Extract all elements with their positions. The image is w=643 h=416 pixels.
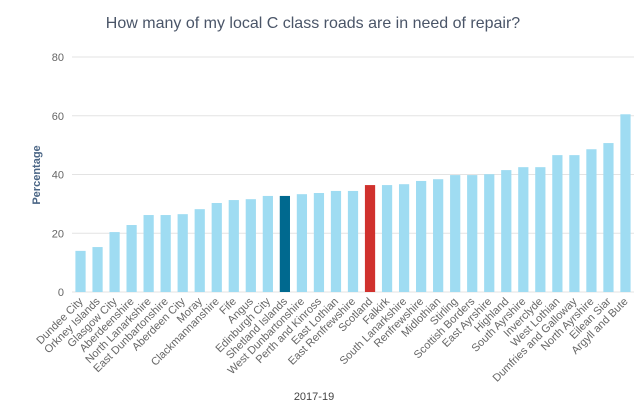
bar — [228, 200, 239, 292]
chart-title: How many of my local C class roads are i… — [106, 15, 521, 32]
bar — [245, 199, 256, 292]
bar — [126, 225, 137, 292]
bar — [501, 170, 512, 292]
bar — [467, 175, 478, 292]
bar — [620, 114, 631, 292]
bar — [518, 167, 529, 292]
bar — [347, 190, 359, 292]
bar — [433, 179, 444, 292]
bar — [160, 215, 171, 292]
bar — [194, 209, 205, 292]
bar — [330, 190, 342, 292]
bar — [109, 232, 120, 292]
y-tick-label: 40 — [52, 170, 64, 182]
y-tick-label: 20 — [52, 228, 64, 240]
bar — [92, 247, 103, 292]
bar — [75, 250, 86, 292]
bar — [177, 214, 188, 292]
bar — [552, 155, 563, 292]
bar — [586, 149, 597, 292]
bar — [450, 175, 461, 292]
x-axis-label: 2017-19 — [294, 391, 334, 403]
bar — [416, 180, 427, 292]
bar — [569, 155, 580, 292]
y-tick-label: 0 — [58, 287, 64, 299]
bar — [313, 193, 325, 292]
bar — [143, 215, 154, 292]
y-tick-label: 60 — [52, 111, 64, 123]
bar — [535, 167, 546, 292]
bar — [398, 184, 410, 292]
y-axis-label: Percentage — [31, 145, 43, 204]
bar — [211, 202, 222, 292]
y-tick-label: 80 — [52, 52, 64, 64]
bar — [364, 185, 376, 292]
bar — [296, 194, 308, 292]
bar — [484, 174, 495, 292]
bar — [262, 195, 273, 292]
bar — [279, 195, 290, 292]
bar — [381, 185, 393, 292]
bar — [603, 143, 614, 292]
